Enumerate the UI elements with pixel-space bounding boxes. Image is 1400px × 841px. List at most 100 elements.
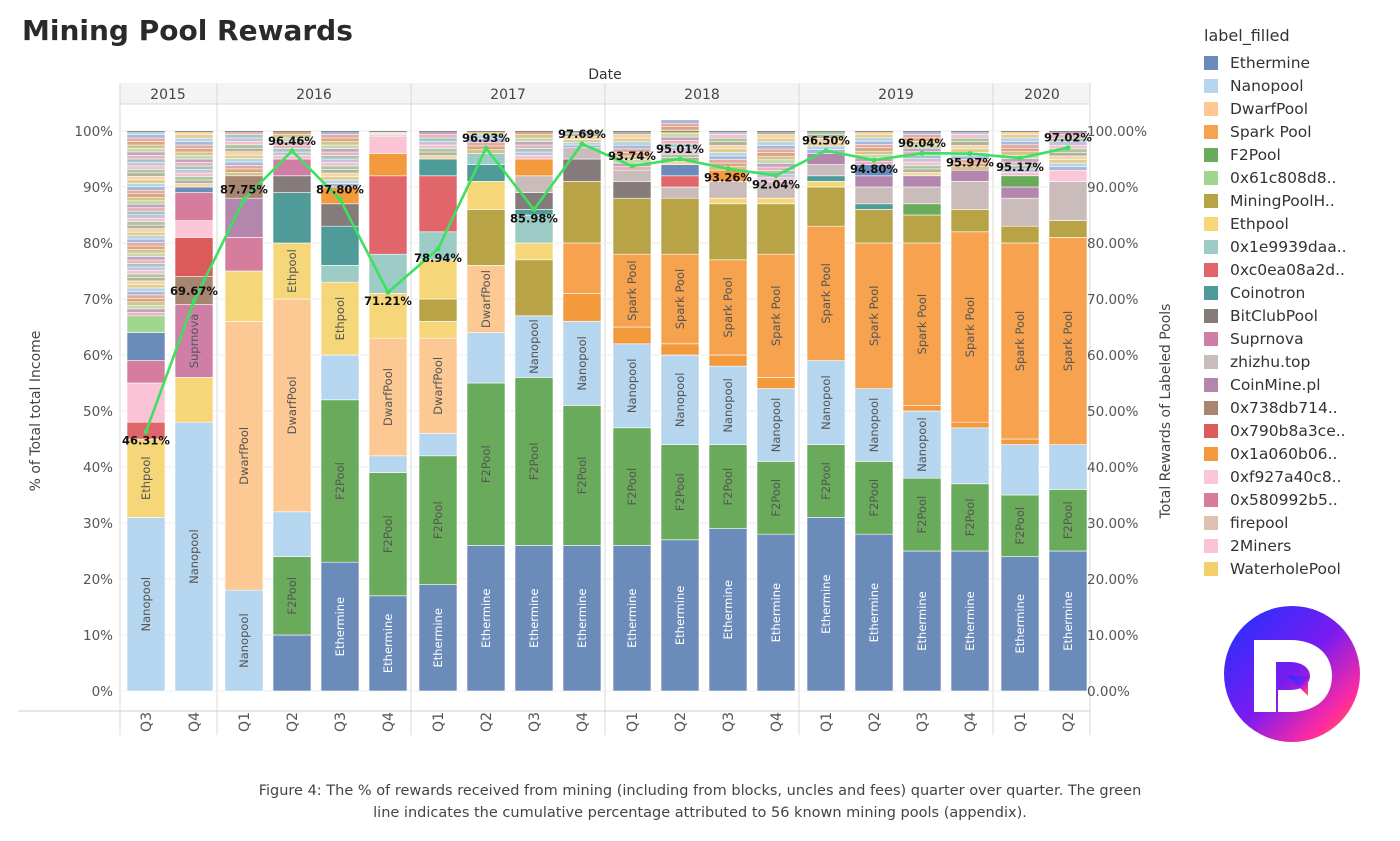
bar-segment-label: Ethermine — [1061, 591, 1075, 650]
bar-segment-other — [224, 137, 264, 142]
bar-segment — [418, 584, 458, 692]
legend-item[interactable]: Spark Pool — [1204, 120, 1394, 143]
legend-swatch — [1204, 216, 1218, 231]
bar-segment — [224, 237, 264, 272]
legend-item[interactable]: WaterholePool — [1204, 557, 1394, 580]
legend-label: 0x790b8a3ce.. — [1230, 421, 1346, 440]
bar-segment-other — [514, 148, 554, 153]
legend-label: Spark Pool — [1230, 122, 1312, 141]
bar-segment-label: Ethermine — [625, 588, 639, 647]
bar-segment-other — [854, 147, 894, 152]
bar-segment-other — [126, 148, 166, 153]
legend-item[interactable]: Nanopool — [1204, 74, 1394, 97]
legend-item[interactable]: zhizhu.top — [1204, 350, 1394, 373]
legend-item[interactable]: MiningPoolH.. — [1204, 189, 1394, 212]
bar-segment-label: F2Pool — [1013, 507, 1027, 545]
legend-item[interactable]: Suprnova — [1204, 327, 1394, 350]
stacked-bar-chart: NanopoolEthpoolNanopoolSuprnovaNanopoolD… — [18, 67, 1174, 735]
legend-item[interactable]: 0x1e9939daa.. — [1204, 235, 1394, 258]
legend-item[interactable]: Coinotron — [1204, 281, 1394, 304]
bar-segment — [174, 237, 214, 277]
legend-swatch — [1204, 239, 1218, 254]
bar-segment-other — [1048, 166, 1088, 171]
legend-item[interactable]: 0x738db714.. — [1204, 396, 1394, 419]
bar-segment-other — [902, 158, 942, 163]
legend-item[interactable]: 0x580992b5.. — [1204, 488, 1394, 511]
bar-segment-other — [272, 155, 312, 160]
bar-segment — [806, 181, 846, 188]
line-point — [871, 157, 877, 163]
y2-tick-label: 0.00% — [1087, 684, 1130, 700]
bar-segment-other — [174, 172, 214, 177]
bar-segment-label: Ethermine — [381, 614, 395, 673]
bar-segment — [174, 186, 214, 193]
legend-item[interactable]: 0xc0ea08a2d.. — [1204, 258, 1394, 281]
line-data-label: 95.97% — [946, 156, 994, 170]
x-axis-title: Date — [588, 67, 621, 83]
bar-segment-other — [224, 165, 264, 170]
bar-segment — [418, 337, 458, 434]
legend-swatch — [1204, 170, 1218, 185]
axes: Date 2015 2016 2017 2018 2019 2020 0% 0.00% 10% 10… — [28, 67, 1174, 732]
x-tick-label: Q1 — [819, 712, 835, 732]
bar-segment — [466, 153, 506, 165]
legend-item[interactable]: Ethpool — [1204, 212, 1394, 235]
legend-item[interactable]: Ethermine — [1204, 51, 1394, 74]
bar-segment-label: Nanopool — [915, 417, 929, 472]
bar-segment-other — [320, 141, 360, 146]
legend-item[interactable]: 0x1a060b06.. — [1204, 442, 1394, 465]
line-point — [435, 246, 441, 252]
bar-segment — [126, 332, 166, 361]
legend-item[interactable]: 0xf927a40c8.. — [1204, 465, 1394, 488]
bar-segment-other — [126, 249, 166, 254]
legend-item[interactable]: 0x61c808d8.. — [1204, 166, 1394, 189]
legend-item[interactable]: 2Miners — [1204, 534, 1394, 557]
legend-swatch — [1204, 124, 1218, 139]
bar-segment-label: Ethermine — [575, 588, 589, 647]
bar-segment — [418, 259, 458, 300]
bar-segment-other — [126, 256, 166, 261]
bar-segment-label: F2Pool — [915, 496, 929, 534]
legend-items: Ethermine Nanopool DwarfPool Spark Pool F2Po… — [1204, 51, 1394, 580]
legend-label: Ethermine — [1230, 53, 1311, 72]
legend-item[interactable]: CoinMine.pl — [1204, 373, 1394, 396]
bar-segment — [854, 461, 894, 535]
bar-segment-other — [756, 148, 796, 153]
bar-segment-other — [126, 270, 166, 275]
legend-item[interactable]: firepool — [1204, 511, 1394, 534]
bar-segment-other — [514, 141, 554, 146]
legend-item[interactable]: BitClubPool — [1204, 304, 1394, 327]
legend-swatch — [1204, 400, 1218, 415]
bar-segment-other — [126, 165, 166, 170]
bar-segment-other — [1048, 152, 1088, 157]
bar-segment — [320, 225, 360, 266]
legend-label: 0x738db714.. — [1230, 398, 1338, 417]
bar-segment — [126, 438, 166, 518]
bar-segment-label: Nanopool — [527, 319, 541, 374]
line-data-label: 92.04% — [752, 178, 800, 192]
legend-item[interactable]: DwarfPool — [1204, 97, 1394, 120]
bar-segment-other — [902, 172, 942, 177]
legend-item[interactable]: F2Pool — [1204, 143, 1394, 166]
bar-segment-other — [1048, 155, 1088, 160]
legend-item[interactable]: 0x790b8a3ce.. — [1204, 419, 1394, 442]
bar-segment — [320, 561, 360, 692]
bar-top-cap — [807, 131, 845, 132]
x-tick-label: Q4 — [187, 712, 203, 732]
bar-segment-other — [126, 284, 166, 289]
bar-segment — [514, 315, 554, 378]
bar-segment — [854, 533, 894, 692]
bar-segment — [708, 197, 748, 205]
line-point — [967, 151, 973, 157]
bar-segment — [612, 343, 652, 429]
bar-segment — [660, 343, 700, 356]
bar-segment-label: Spark Pool — [1061, 311, 1075, 371]
bar-segment-label: Spark Pool — [1013, 311, 1027, 371]
bar-segment-other — [126, 151, 166, 156]
line-data-label: 95.01% — [656, 142, 704, 156]
line-point — [191, 298, 197, 304]
bar-segment — [708, 365, 748, 445]
bar-segment — [756, 253, 796, 378]
bar-segment-label: Spark Pool — [673, 269, 687, 329]
bar-segment — [708, 528, 748, 692]
